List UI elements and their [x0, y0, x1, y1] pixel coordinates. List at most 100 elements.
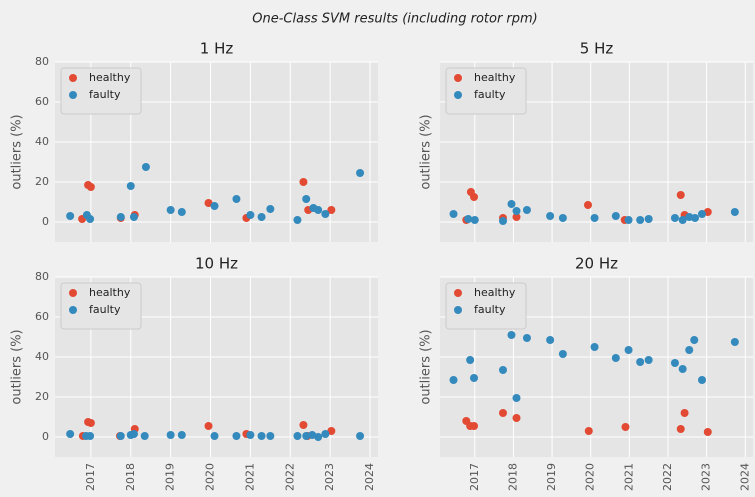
subplot-title: 10 Hz [195, 255, 238, 273]
data-point [210, 432, 219, 440]
legend-label: healthy [474, 71, 516, 84]
y-axis-label: outliers (%) [10, 114, 25, 189]
data-point [546, 336, 555, 344]
data-point [470, 422, 479, 430]
data-point [116, 213, 125, 221]
data-point [512, 414, 521, 422]
data-point [356, 169, 365, 177]
data-point [676, 191, 685, 199]
data-point [470, 193, 479, 201]
data-point [232, 195, 241, 203]
data-point [670, 359, 679, 367]
y-tick-label: 60 [35, 95, 49, 108]
data-point [697, 210, 706, 218]
data-point [116, 432, 125, 440]
data-point [266, 432, 275, 440]
subplot-title: 1 Hz [200, 40, 234, 58]
data-point [232, 432, 241, 440]
data-point [246, 431, 255, 439]
data-point [512, 207, 521, 215]
y-tick-label: 80 [35, 270, 49, 283]
data-point [129, 430, 138, 438]
legend-box [445, 67, 527, 115]
data-point [464, 215, 473, 223]
data-point [624, 346, 633, 354]
data-point [546, 212, 555, 220]
data-point [522, 206, 531, 214]
figure-title: One-Class SVM results (including rotor r… [252, 12, 538, 27]
data-point [266, 205, 275, 213]
y-tick-label: 80 [35, 55, 49, 68]
legend-label: faulty [89, 88, 121, 101]
data-point [449, 210, 458, 218]
y-tick-label: 0 [42, 215, 49, 228]
data-point [327, 427, 336, 435]
legend-marker [69, 91, 77, 99]
y-axis-label: outliers (%) [419, 329, 434, 404]
data-point [302, 432, 311, 440]
data-point [507, 331, 516, 339]
data-point [86, 183, 95, 191]
data-point [66, 212, 75, 220]
data-point [321, 210, 330, 218]
legend-box [445, 282, 527, 330]
data-point [299, 178, 308, 186]
data-point [685, 346, 694, 354]
data-point [86, 419, 95, 427]
plot-group [55, 61, 378, 242]
legend-marker [454, 91, 462, 99]
legend-marker [69, 289, 77, 297]
legend-marker [454, 306, 462, 314]
data-point [590, 214, 599, 222]
legend-label: faulty [89, 303, 121, 316]
x-tick-label: 2023 [700, 463, 713, 491]
x-tick-label: 2020 [204, 463, 217, 491]
legend-label: faulty [474, 303, 506, 316]
data-point [86, 215, 95, 223]
data-point [449, 376, 458, 384]
data-point [498, 366, 507, 374]
data-point [314, 433, 323, 441]
data-point [299, 421, 308, 429]
subplot-title: 20 Hz [575, 255, 618, 273]
x-tick-label: 2018 [124, 463, 137, 491]
x-tick-label: 2019 [164, 463, 177, 491]
data-point [678, 365, 687, 373]
legend-label: healthy [89, 286, 131, 299]
data-point [126, 182, 135, 190]
data-point [558, 214, 567, 222]
data-point [140, 432, 149, 440]
data-point [621, 423, 630, 431]
data-point [583, 201, 592, 209]
legend-marker [454, 289, 462, 297]
legend-marker [69, 74, 77, 82]
x-tick-label: 2020 [584, 463, 597, 491]
data-point [512, 213, 521, 221]
data-point [141, 163, 150, 171]
data-point [257, 432, 266, 440]
data-point [177, 208, 186, 216]
data-point [611, 212, 620, 220]
data-point [558, 350, 567, 358]
data-point [327, 206, 336, 214]
data-point [636, 216, 645, 224]
x-tick-label: 2017 [84, 463, 97, 491]
x-tick-label: 2017 [468, 463, 481, 491]
legend-box [60, 282, 142, 330]
data-point [624, 216, 633, 224]
data-point [293, 216, 302, 224]
x-tick-label: 2019 [545, 463, 558, 491]
data-point [257, 213, 266, 221]
data-point [730, 208, 739, 216]
data-point [590, 343, 599, 351]
data-point [498, 409, 507, 417]
y-axis-label: outliers (%) [419, 114, 434, 189]
data-point [177, 431, 186, 439]
data-point [166, 206, 175, 214]
data-point [470, 216, 479, 224]
data-point [678, 216, 687, 224]
data-point [690, 336, 699, 344]
y-tick-label: 0 [42, 430, 49, 443]
subplot-title: 5 Hz [580, 40, 614, 58]
